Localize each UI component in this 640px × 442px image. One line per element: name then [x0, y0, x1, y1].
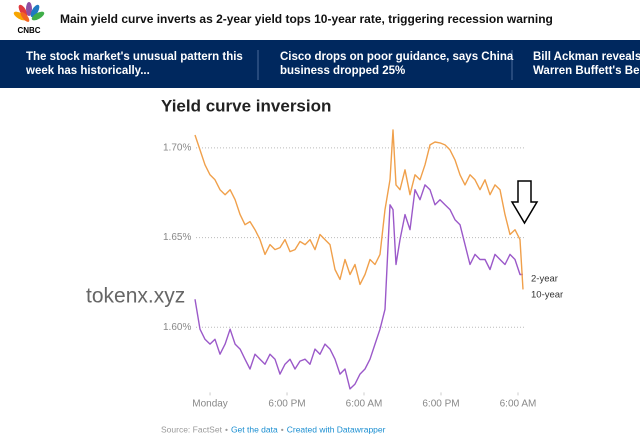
headline[interactable]: Bill Ackman reveals a — [533, 51, 640, 63]
x-tick-label: Monday — [192, 399, 228, 410]
y-tick-label: 1.65% — [163, 232, 191, 243]
footer: Source: FactSet • Get the data • Created wit… — [161, 424, 386, 434]
headline[interactable]: week has historically... — [25, 65, 150, 77]
headlines: The stock market's unusual pattern this w… — [25, 51, 640, 77]
y-tick-label: 1.60% — [163, 322, 191, 333]
x-tick-label: 6:00 PM — [268, 399, 305, 410]
series-line — [194, 129, 524, 290]
footer-link[interactable]: Get the data — [231, 424, 278, 434]
headline-bar — [0, 40, 640, 88]
watermark: tokenx.xyz — [86, 285, 185, 308]
x-tick-label: 6:00 AM — [346, 399, 383, 410]
separator: • — [225, 424, 228, 434]
chart-title: Yield curve inversion — [161, 96, 331, 115]
logo-text: CNBC — [17, 26, 40, 35]
chart: 1.60% 1.65% 1.70% Monday 6:00 PM 6:00 AM 6:00 … — [163, 129, 563, 410]
headline[interactable]: Cisco drops on poor guidance, says China — [280, 51, 514, 63]
series-line — [194, 184, 523, 390]
separator: • — [281, 424, 284, 434]
footer-link[interactable]: Created with Datawrapper — [287, 424, 386, 434]
page-title[interactable]: Main yield curve inverts as 2-year yield… — [60, 12, 553, 26]
legend-label: 2-year — [531, 274, 558, 285]
headline[interactable]: Warren Buffett's Berl — [533, 65, 640, 77]
logo[interactable]: CNBC — [12, 2, 45, 35]
y-tick-label: 1.70% — [163, 143, 191, 154]
source: Source: FactSet — [161, 424, 223, 434]
x-tick-label: 6:00 AM — [500, 399, 537, 410]
headline[interactable]: business dropped 25% — [280, 65, 405, 77]
x-tick-label: 6:00 PM — [422, 399, 459, 410]
top-bar — [0, 0, 640, 40]
legend-label: 10-year — [531, 290, 563, 301]
headline[interactable]: The stock market's unusual pattern this — [26, 51, 243, 63]
arrow-annotation — [510, 180, 539, 225]
